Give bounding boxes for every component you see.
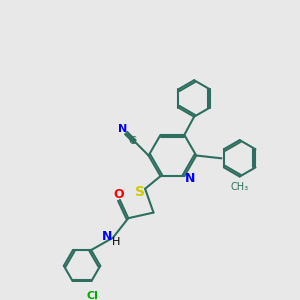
Text: N: N <box>101 230 112 243</box>
Text: N: N <box>118 124 128 134</box>
Text: N: N <box>185 172 195 185</box>
Text: S: S <box>135 184 145 199</box>
Text: O: O <box>113 188 124 201</box>
Text: Cl: Cl <box>87 291 98 300</box>
Text: C: C <box>128 136 136 146</box>
Text: CH₃: CH₃ <box>231 182 249 192</box>
Text: H: H <box>112 237 120 247</box>
